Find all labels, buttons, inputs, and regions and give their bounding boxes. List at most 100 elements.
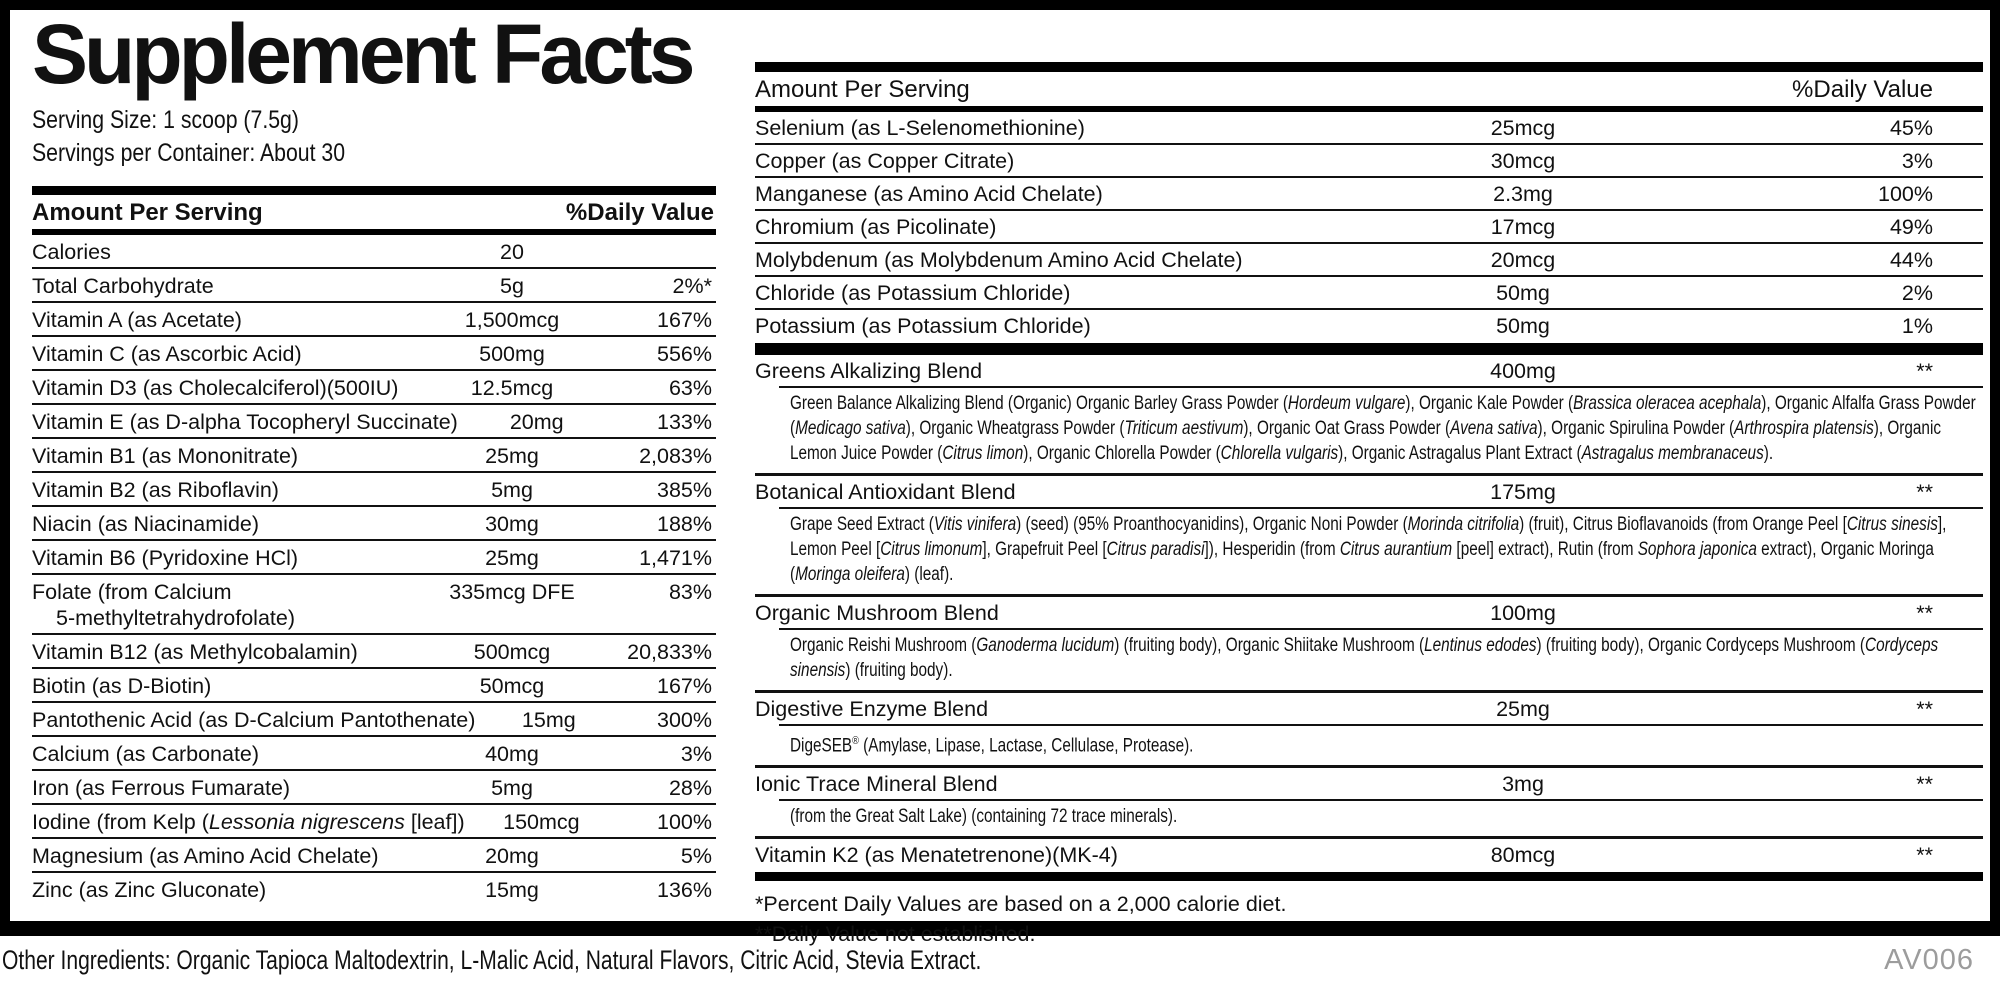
bottom-divider-bar	[755, 872, 1983, 882]
nutrient-daily-value: 1,471%	[639, 546, 712, 570]
nutrient-name: Copper (as Copper Citrate)	[755, 149, 1015, 173]
nutrient-name: Pantothenic Acid (as D-Calcium Pantothen…	[32, 708, 476, 732]
nutrient-row: Calcium (as Carbonate) 40mg 3%	[32, 735, 716, 769]
blend-row: Botanical Antioxidant Blend 175mg **	[755, 473, 1983, 507]
nutrient-name: Molybdenum (as Molybdenum Amino Acid Che…	[755, 248, 1243, 272]
nutrient-daily-value: 28%	[668, 776, 712, 800]
nutrient-amount: 25mg	[485, 444, 539, 468]
divider-bar-thin	[755, 106, 1983, 112]
nutrient-daily-value: 49%	[1889, 215, 1933, 239]
nutrient-daily-value: 188%	[657, 512, 712, 536]
nutrient-amount: 20mg	[485, 844, 539, 868]
nutrient-daily-value: 2%*	[672, 274, 712, 298]
nutrient-name: Biotin (as D-Biotin)	[32, 674, 212, 698]
nutrient-name: Digestive Enzyme Blend	[755, 697, 989, 721]
column-header-dv: %Daily Value	[565, 199, 714, 226]
right-column: Amount Per Serving %Daily Value Selenium…	[755, 62, 1983, 949]
label-box: Supplement Facts Serving Size: 1 scoop (…	[0, 0, 2000, 946]
blend-description-text: DigeSEB® (Amylase, Lipase, Lactase, Cell…	[790, 735, 1194, 757]
nutrient-row: Chromium (as Picolinate) 17mcg 49%	[755, 209, 1983, 242]
nutrient-row: Pantothenic Acid (as D-Calcium Pantothen…	[32, 701, 716, 735]
nutrient-name: Vitamin A (as Acetate)	[32, 308, 242, 332]
nutrient-daily-value: 100%	[657, 810, 712, 834]
blend-description-divider	[779, 507, 1983, 509]
nutrient-amount: 25mcg	[1490, 116, 1556, 140]
label-code: AV006	[1884, 943, 1974, 976]
blend-description: Organic Reishi Mushroom (Ganoderma lucid…	[755, 630, 1983, 690]
nutrient-name: Vitamin C (as Ascorbic Acid)	[32, 342, 302, 366]
nutrient-name: Manganese (as Amino Acid Chelate)	[755, 182, 1103, 206]
nutrient-name: Chloride (as Potassium Chloride)	[755, 281, 1071, 305]
right-table-header: Amount Per Serving %Daily Value	[755, 72, 1983, 106]
nutrient-name: Calcium (as Carbonate)	[32, 742, 260, 766]
blend-row: Ionic Trace Mineral Blend 3mg **	[755, 765, 1983, 799]
nutrient-daily-value: 63%	[668, 376, 712, 400]
blend-description-divider	[779, 799, 1983, 802]
nutrient-row: Copper (as Copper Citrate) 30mcg 3%	[755, 143, 1983, 176]
nutrient-row: Zinc (as Zinc Gluconate) 15mg 136%	[32, 871, 716, 905]
nutrient-amount: 2.3mg	[1493, 182, 1553, 206]
nutrient-name: Total Carbohydrate	[32, 274, 214, 298]
nutrient-row: Folate (from Calcium 5-methyltetrahydrofo…	[32, 573, 716, 633]
blend-description-divider	[779, 724, 1983, 726]
nutrient-row: Total Carbohydrate 5g 2%*	[32, 267, 716, 301]
footnote-daily-values: *Percent Daily Values are based on a 2,0…	[755, 892, 1287, 917]
right-nutrient-table: Selenium (as L-Selenomethionine) 25mcg 45%…	[755, 112, 1983, 341]
nutrient-amount: 25mg	[485, 546, 539, 570]
nutrient-amount: 5mg	[491, 478, 533, 502]
blend-description-divider	[779, 386, 1983, 388]
nutrient-name: Botanical Antioxidant Blend	[755, 480, 1016, 504]
nutrient-amount: 500mg	[479, 342, 545, 366]
nutrient-row: Molybdenum (as Molybdenum Amino Acid Che…	[755, 242, 1983, 275]
nutrient-daily-value: 3%	[680, 742, 712, 766]
nutrient-row: Vitamin A (as Acetate) 1,500mcg 167%	[32, 301, 716, 335]
page-title: Supplement Facts	[32, 7, 695, 101]
nutrient-daily-value: 83%	[668, 580, 712, 604]
nutrient-daily-value: 44%	[1889, 248, 1933, 272]
column-header-amount: Amount Per Serving	[755, 76, 970, 103]
nutrient-name: Chromium (as Picolinate)	[755, 215, 997, 239]
blend-description-divider	[779, 628, 1983, 630]
footnote-not-established: **Daily Value not established.	[755, 922, 1036, 947]
nutrient-daily-value: 5%	[680, 844, 712, 868]
column-header-dv: %Daily Value	[1792, 76, 1933, 103]
nutrient-row: Vitamin B1 (as Mononitrate) 25mg 2,083%	[32, 437, 716, 471]
nutrient-daily-value: 556%	[657, 342, 712, 366]
nutrient-daily-value: 385%	[657, 478, 712, 502]
nutrient-amount: 80mcg	[1490, 843, 1556, 868]
nutrient-amount: 400mg	[1490, 359, 1556, 383]
blend-description: (from the Great Salt Lake) (containing 7…	[755, 801, 1983, 836]
nutrient-amount: 150mcg	[503, 810, 580, 834]
footnotes: *Percent Daily Values are based on a 2,0…	[755, 881, 1983, 949]
nutrient-name: Selenium (as L-Selenomethionine)	[755, 116, 1085, 140]
nutrient-row: Calories 20	[32, 235, 716, 267]
nutrient-row: Selenium (as L-Selenomethionine) 25mcg 45%	[755, 112, 1983, 143]
nutrient-name: Folate (from Calcium 5-methyltetrahydrofo…	[32, 580, 295, 630]
nutrient-amount: 50mcg	[479, 674, 545, 698]
nutrient-row: Iron (as Ferrous Fumarate) 5mg 28%	[32, 769, 716, 803]
nutrient-row: Biotin (as D-Biotin) 50mcg 167%	[32, 667, 716, 701]
nutrient-name: Niacin (as Niacinamide)	[32, 512, 260, 536]
blend-description: Green Balance Alkalizing Blend (Organic)…	[755, 388, 1983, 473]
nutrient-daily-value: 100%	[1878, 182, 1933, 206]
nutrient-daily-value: 167%	[657, 674, 712, 698]
nutrient-daily-value: 133%	[657, 410, 712, 434]
nutrient-name: Vitamin E (as D-alpha Tocopheryl Succina…	[32, 410, 458, 434]
nutrient-name: Ionic Trace Mineral Blend	[755, 772, 998, 797]
nutrient-amount: 175mg	[1490, 480, 1556, 504]
nutrient-row: Iodine (from Kelp (Lessonia nigrescens […	[32, 803, 716, 837]
nutrient-daily-value: **	[1916, 480, 1933, 504]
nutrient-amount: 20	[500, 240, 524, 264]
blend-description-text: Green Balance Alkalizing Blend (Organic)…	[790, 393, 1976, 464]
column-header-amount: Amount Per Serving	[32, 199, 263, 226]
left-nutrient-table: Calories 20 Total Carbohydrate 5g 2%* Vitamin…	[32, 235, 716, 905]
servings-per-container: Servings per Container: About 30	[32, 137, 716, 170]
nutrient-daily-value: 1%	[1901, 314, 1933, 338]
nutrient-amount: 5mg	[491, 776, 533, 800]
nutrient-amount: 15mg	[485, 878, 539, 902]
nutrient-name: Vitamin K2 (as Menatetrenone)(MK-4)	[755, 843, 1118, 868]
nutrient-row: Potassium (as Potassium Chloride) 50mg 1%	[755, 308, 1983, 341]
nutrient-row: Manganese (as Amino Acid Chelate) 2.3mg 10…	[755, 176, 1983, 209]
nutrient-daily-value: 45%	[1889, 116, 1933, 140]
other-ingredients: Other Ingredients: Organic Tapioca Malto…	[2, 945, 1258, 976]
